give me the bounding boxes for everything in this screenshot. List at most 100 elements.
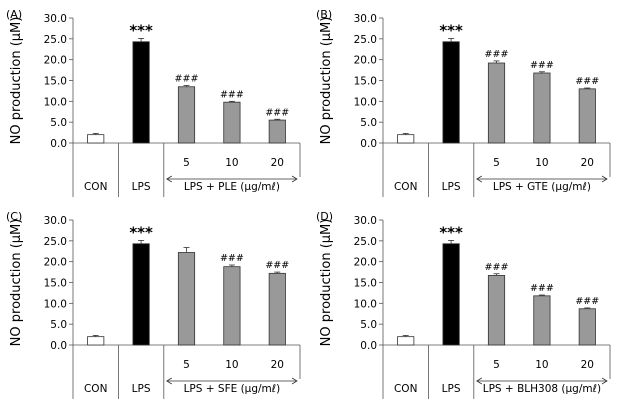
y-tick-label: 20.0 <box>354 55 377 67</box>
significance-hash: ### <box>485 262 509 273</box>
bar <box>223 266 241 346</box>
dose-label: 20 <box>271 359 284 371</box>
significance-stars: *** <box>129 21 153 39</box>
panel-label: (D) <box>316 210 333 223</box>
y-tick-label: 30.0 <box>44 215 67 227</box>
significance-stars: *** <box>439 21 463 39</box>
y-tick-label: 25.0 <box>44 34 67 46</box>
bar <box>132 243 150 346</box>
dose-label: 20 <box>271 157 284 169</box>
dose-label: 5 <box>183 359 190 371</box>
significance-hash: ### <box>530 60 554 71</box>
y-tick-label: 15.0 <box>354 76 377 88</box>
bar <box>132 41 150 144</box>
treatment-arrow-head-left <box>166 377 173 385</box>
y-axis-title: NO production (μM) <box>9 17 24 145</box>
chart-panel: (A)NO production (μM) 0.0 5.0 10.0 15.0 20.0 2… <box>6 8 301 197</box>
bar <box>268 272 286 346</box>
treatment-label: LPS + SFE (μg/mℓ) <box>184 383 281 395</box>
dose-label: 10 <box>225 157 238 169</box>
bar <box>177 86 196 144</box>
bar <box>442 41 460 144</box>
y-tick-label: 10.0 <box>354 96 377 108</box>
y-tick-label: 5.0 <box>360 117 377 129</box>
y-axis-title: NO production (μM) <box>319 219 334 347</box>
category-label: CON <box>394 181 417 193</box>
y-tick-label: 5.0 <box>360 319 377 331</box>
y-tick-label: 25.0 <box>44 236 67 248</box>
treatment-label: LPS + PLE (μg/mℓ) <box>184 181 280 193</box>
dose-label: 20 <box>581 359 594 371</box>
y-axis-title: NO production (μM) <box>319 17 334 145</box>
dose-label: 20 <box>581 157 594 169</box>
y-tick-label: 10.0 <box>354 298 377 310</box>
treatment-label: LPS + BLH308 (μg/mℓ) <box>483 383 601 395</box>
treatment-label: LPS + GTE (μg/mℓ) <box>493 181 591 193</box>
y-tick-label: 5.0 <box>50 319 67 331</box>
y-tick-label: 15.0 <box>354 278 377 290</box>
category-label: CON <box>84 383 107 395</box>
bar <box>87 134 105 144</box>
significance-hash: ### <box>575 296 599 307</box>
bar <box>177 252 196 346</box>
bar <box>397 134 415 144</box>
significance-hash: ### <box>220 253 244 264</box>
significance-hash: ### <box>530 283 554 294</box>
category-label: LPS <box>442 181 461 193</box>
y-tick-label: 25.0 <box>354 34 377 46</box>
y-tick-label: 30.0 <box>44 13 67 25</box>
bar <box>487 275 506 346</box>
dose-label: 10 <box>535 157 548 169</box>
bar <box>578 308 596 346</box>
dose-label: 10 <box>225 359 238 371</box>
treatment-arrow-head-right <box>291 175 298 183</box>
treatment-arrow-head-right <box>601 377 608 385</box>
category-label: LPS <box>132 181 151 193</box>
y-tick-label: 25.0 <box>354 236 377 248</box>
y-tick-label: 0.0 <box>360 138 377 150</box>
bar <box>487 62 506 144</box>
dose-label: 5 <box>493 157 500 169</box>
bar <box>533 72 551 144</box>
category-label: CON <box>394 383 417 395</box>
y-tick-label: 0.0 <box>50 340 67 352</box>
bar <box>87 336 105 346</box>
y-tick-label: 20.0 <box>44 257 67 269</box>
bar <box>397 336 415 346</box>
treatment-arrow-head-left <box>476 175 483 183</box>
y-tick-label: 10.0 <box>44 298 67 310</box>
y-tick-label: 10.0 <box>44 96 67 108</box>
chart-panel: (B)NO production (μM) 0.0 5.0 10.0 15.0 20.0 2… <box>316 8 611 197</box>
significance-hash: ### <box>265 107 289 118</box>
y-tick-label: 5.0 <box>50 117 67 129</box>
treatment-arrow-head-right <box>291 377 298 385</box>
y-tick-label: 15.0 <box>44 278 67 290</box>
chart-panel: (D)NO production (μM) 0.0 5.0 10.0 15.0 20.0 2… <box>316 210 611 399</box>
y-tick-label: 0.0 <box>50 138 67 150</box>
bar <box>442 243 460 346</box>
panel-label: (A) <box>6 8 22 21</box>
category-label: LPS <box>442 383 461 395</box>
dose-label: 5 <box>183 157 190 169</box>
y-tick-label: 20.0 <box>44 55 67 67</box>
significance-hash: ### <box>175 74 199 85</box>
treatment-arrow-head-left <box>166 175 173 183</box>
bar <box>578 88 596 144</box>
significance-hash: ### <box>575 76 599 87</box>
y-tick-label: 30.0 <box>354 13 377 25</box>
category-label: LPS <box>132 383 151 395</box>
bar <box>223 101 241 144</box>
treatment-arrow-head-left <box>476 377 483 385</box>
bar <box>533 295 551 346</box>
significance-hash: ### <box>265 260 289 271</box>
significance-stars: *** <box>129 223 153 241</box>
significance-stars: *** <box>439 223 463 241</box>
panel-label: (B) <box>316 8 332 21</box>
y-tick-label: 30.0 <box>354 215 377 227</box>
panel-label: (C) <box>6 210 22 223</box>
y-tick-label: 20.0 <box>354 257 377 269</box>
dose-label: 10 <box>535 359 548 371</box>
y-axis-title: NO production (μM) <box>9 219 24 347</box>
treatment-arrow-head-right <box>601 175 608 183</box>
